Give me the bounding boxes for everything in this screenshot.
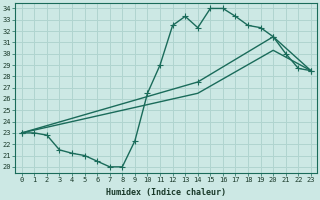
X-axis label: Humidex (Indice chaleur): Humidex (Indice chaleur) [106,188,226,197]
